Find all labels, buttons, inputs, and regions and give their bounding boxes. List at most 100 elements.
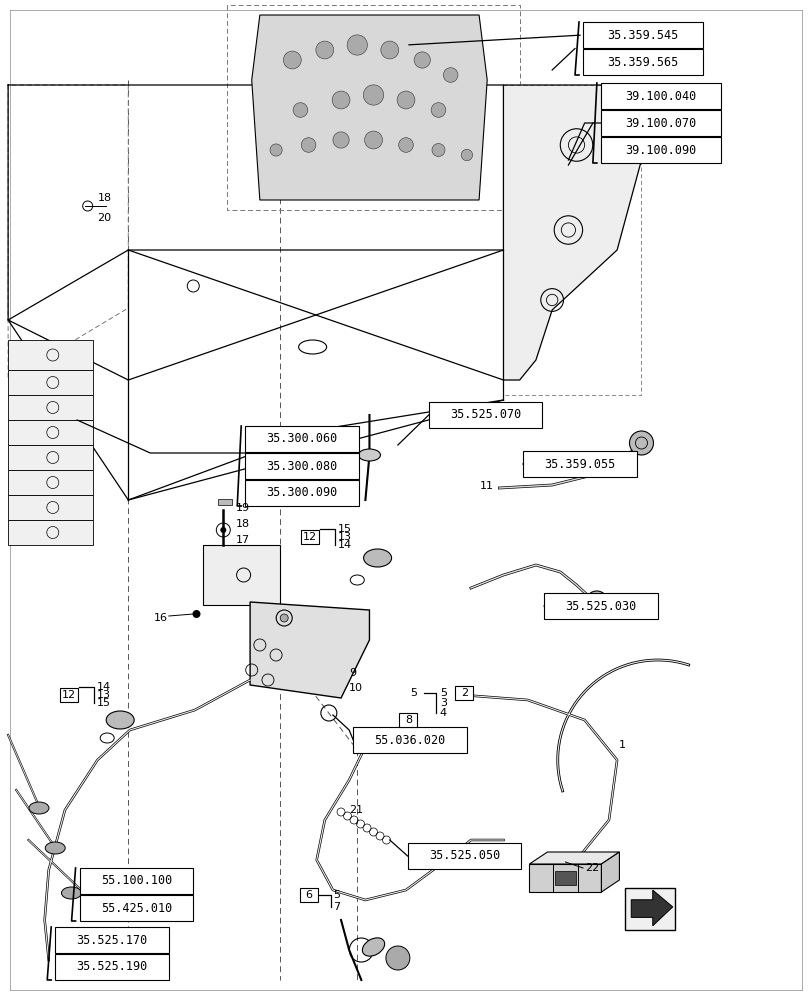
Circle shape: [364, 131, 382, 149]
Polygon shape: [630, 890, 672, 926]
Text: 21: 21: [349, 805, 363, 815]
Circle shape: [398, 138, 413, 152]
Text: 55.036.020: 55.036.020: [374, 733, 445, 746]
Bar: [624, 888, 675, 930]
Bar: [522, 451, 636, 477]
Ellipse shape: [106, 711, 134, 729]
Bar: [79, 895, 193, 921]
Text: 55.100.100: 55.100.100: [101, 874, 172, 888]
Text: 35.525.030: 35.525.030: [564, 599, 636, 612]
Text: 35.300.090: 35.300.090: [266, 487, 337, 499]
Circle shape: [270, 144, 282, 156]
Text: 39.100.070: 39.100.070: [624, 117, 696, 130]
Text: 17: 17: [235, 535, 249, 545]
Bar: [245, 480, 358, 506]
Text: 9: 9: [349, 668, 356, 678]
Text: 14: 14: [337, 540, 352, 550]
Bar: [8, 340, 93, 370]
Ellipse shape: [62, 887, 81, 899]
Text: 35.525.170: 35.525.170: [76, 934, 148, 946]
Polygon shape: [601, 852, 619, 892]
Ellipse shape: [45, 842, 65, 854]
Polygon shape: [529, 852, 619, 864]
Bar: [8, 420, 93, 445]
Text: 8: 8: [405, 715, 411, 725]
Bar: [600, 83, 720, 109]
Text: 20: 20: [97, 213, 111, 223]
Text: 15: 15: [97, 698, 111, 708]
Text: 1: 1: [618, 740, 625, 750]
Circle shape: [220, 527, 226, 533]
Bar: [353, 727, 466, 753]
Bar: [428, 402, 542, 428]
Text: 5: 5: [440, 688, 446, 698]
Text: 18: 18: [235, 519, 249, 529]
Text: 39.100.090: 39.100.090: [624, 144, 696, 157]
Ellipse shape: [358, 449, 380, 461]
Text: 5: 5: [333, 890, 340, 900]
Text: 11: 11: [479, 481, 494, 491]
Circle shape: [414, 52, 430, 68]
Bar: [407, 843, 521, 869]
Polygon shape: [529, 864, 601, 892]
Bar: [543, 593, 657, 619]
Text: 35.359.565: 35.359.565: [607, 56, 678, 69]
Bar: [299, 888, 317, 902]
Circle shape: [192, 610, 200, 618]
Circle shape: [280, 614, 288, 622]
Bar: [8, 470, 93, 495]
Circle shape: [585, 591, 607, 613]
Text: 35.300.080: 35.300.080: [266, 460, 337, 473]
Bar: [203, 545, 280, 605]
Text: 35.359.545: 35.359.545: [607, 29, 678, 42]
Bar: [8, 495, 93, 520]
Bar: [60, 688, 78, 702]
Circle shape: [443, 68, 457, 82]
Bar: [582, 22, 702, 48]
Text: 10: 10: [349, 683, 363, 693]
Text: 13: 13: [97, 690, 111, 700]
Text: 12: 12: [303, 532, 317, 542]
Text: 35.525.190: 35.525.190: [76, 960, 148, 973]
Bar: [455, 686, 473, 700]
Circle shape: [461, 149, 472, 161]
Bar: [245, 453, 358, 479]
Text: 3: 3: [440, 698, 446, 708]
Circle shape: [293, 103, 307, 117]
Circle shape: [397, 91, 414, 109]
Ellipse shape: [363, 549, 391, 567]
Bar: [8, 395, 93, 420]
Ellipse shape: [29, 802, 49, 814]
Circle shape: [629, 431, 653, 455]
Circle shape: [301, 138, 315, 152]
Ellipse shape: [362, 938, 384, 956]
Circle shape: [315, 41, 333, 59]
Bar: [301, 530, 319, 544]
Text: 15: 15: [337, 524, 352, 534]
Text: 35.525.070: 35.525.070: [449, 408, 521, 422]
Bar: [79, 868, 193, 894]
Circle shape: [333, 132, 349, 148]
Polygon shape: [503, 85, 641, 380]
Polygon shape: [250, 602, 369, 698]
Text: 14: 14: [97, 682, 111, 692]
Text: 2: 2: [461, 688, 467, 698]
Polygon shape: [251, 15, 487, 200]
Bar: [245, 426, 358, 452]
Text: 19: 19: [235, 503, 249, 513]
Circle shape: [332, 91, 350, 109]
Text: 13: 13: [337, 532, 352, 542]
Text: 35.300.060: 35.300.060: [266, 432, 337, 446]
Bar: [600, 110, 720, 136]
Circle shape: [431, 103, 445, 117]
Text: 18: 18: [97, 193, 111, 203]
Text: 35.359.055: 35.359.055: [543, 458, 615, 471]
Text: 16: 16: [153, 613, 168, 623]
Circle shape: [363, 85, 384, 105]
Bar: [55, 954, 169, 980]
Text: 4: 4: [440, 708, 446, 718]
Text: 7: 7: [333, 902, 341, 912]
Bar: [8, 445, 93, 470]
Text: 39.100.040: 39.100.040: [624, 90, 696, 103]
Text: 12: 12: [62, 690, 76, 700]
